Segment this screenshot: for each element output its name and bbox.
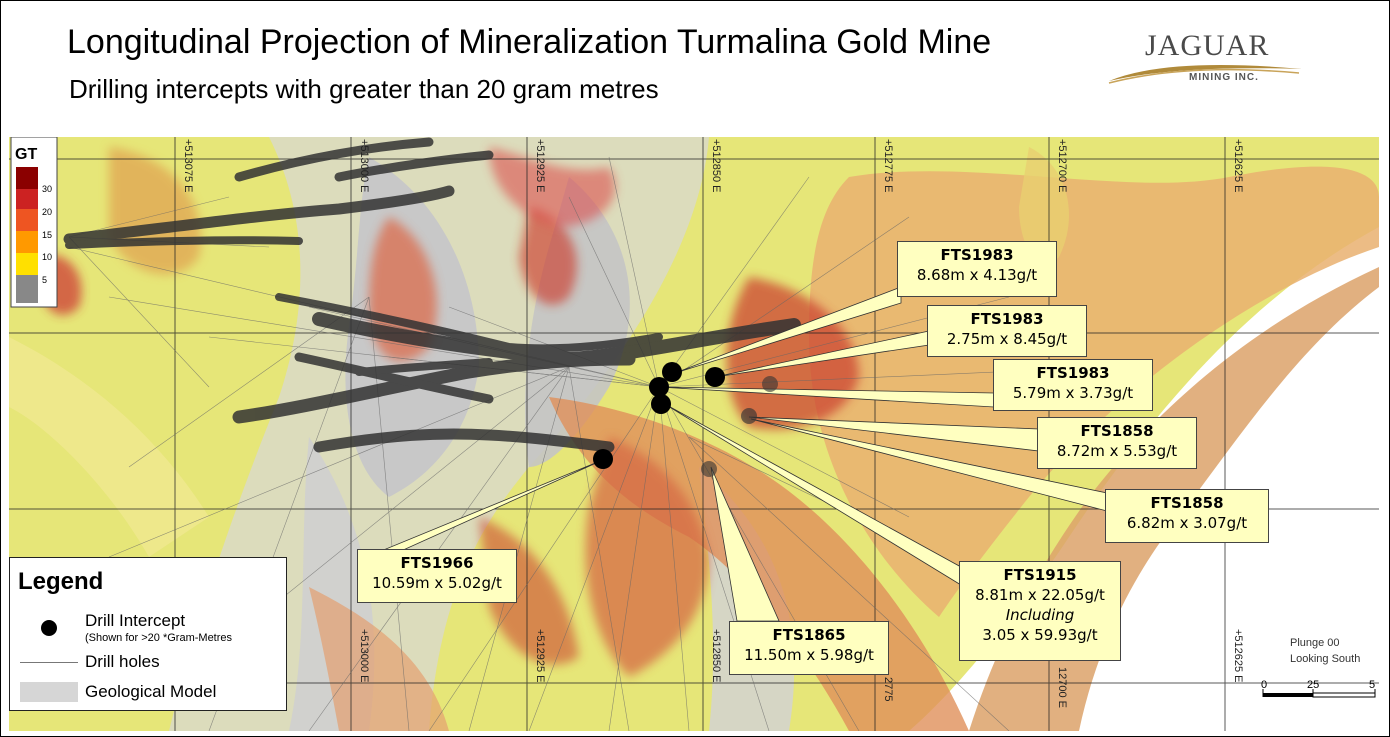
intercept-dot[interactable] [662, 362, 682, 382]
scale-bar-graphic [1262, 689, 1376, 698]
intercept-dot[interactable] [701, 461, 717, 477]
intercept-dot[interactable] [649, 377, 669, 397]
legend-title: Legend [18, 568, 104, 595]
intercept-dot[interactable] [741, 408, 757, 424]
intercept-dot[interactable] [593, 449, 613, 469]
view-direction: Plunge 00 Looking South [1290, 635, 1360, 667]
page-subtitle: Drilling intercepts with greater than 20… [69, 74, 659, 104]
scale-tick-0: 0 [1261, 679, 1268, 691]
gt-tick-20: 20 [42, 207, 52, 217]
callout-value: 8.81m x 22.05g/t [975, 586, 1105, 604]
easting-top-7: +512625 E [1232, 139, 1244, 193]
drill-intercepts [593, 362, 778, 477]
callout-including: Including [1005, 606, 1075, 624]
easting-bottom-5: 12700 E [1056, 667, 1068, 708]
easting-top-5: +512775 E [882, 139, 894, 193]
logo-sub-text: MINING INC. [1189, 72, 1259, 83]
callout-value: 11.50m x 5.98g/t [744, 646, 874, 664]
callout-fts1865[interactable]: FTS1865 11.50m x 5.98g/t [729, 621, 889, 675]
easting-top-4: +512850 E [710, 139, 722, 193]
callout-fts1983-c[interactable]: FTS1983 5.79m x 3.73g/t [993, 359, 1153, 411]
easting-bottom-1: +513000 E [358, 629, 370, 683]
callout-value: 5.79m x 3.73g/t [1012, 384, 1134, 402]
gt-tick-15: 15 [42, 230, 52, 240]
easting-top-3: +512925 E [534, 139, 546, 193]
gt-color-scale: GT 30 20 15 10 5 [10, 137, 58, 308]
plunge-label: Plunge 00 [1290, 637, 1340, 649]
drill-hole-line-icon [20, 662, 78, 663]
callout-hole: FTS1858 [1080, 422, 1154, 440]
gt-tick-5: 5 [42, 275, 47, 285]
easting-bottom-4: 2775 [882, 677, 894, 701]
callout-leaders [380, 286, 1108, 622]
easting-bottom-6: +512625 E [1232, 629, 1244, 683]
page-title: Longitudinal Projection of Mineralizatio… [67, 23, 992, 61]
scale-tick-25: 25 [1307, 679, 1320, 691]
legend-holes-label: Drill holes [85, 652, 160, 671]
intercept-dot[interactable] [651, 394, 671, 414]
callout-value: 8.68m x 4.13g/t [916, 266, 1038, 284]
scale-tick-5: 5 [1369, 679, 1376, 691]
callout-fts1983-a[interactable]: FTS1983 8.68m x 4.13g/t [897, 241, 1057, 297]
callout-value: 3.05 x 59.93g/t [982, 626, 1098, 644]
callout-value: 6.82m x 3.07g/t [1126, 514, 1248, 532]
gt-tick-30: 30 [42, 184, 52, 194]
logo-brand-text: JAGUAR [1145, 29, 1270, 62]
jaguar-logo: JAGUAR MINING INC. [1107, 29, 1302, 91]
callout-hole: FTS1865 [772, 626, 846, 644]
easting-top-1: +513075 E [182, 139, 194, 193]
drill-hole-traces [63, 137, 801, 453]
gt-tick-10: 10 [42, 252, 52, 262]
looking-label: Looking South [1290, 653, 1361, 665]
intercept-dot[interactable] [705, 367, 725, 387]
drill-intercept-icon [41, 620, 57, 636]
callout-hole: FTS1983 [940, 246, 1014, 264]
callout-hole: FTS1915 [1003, 566, 1077, 584]
callout-value: 8.72m x 5.53g/t [1056, 442, 1178, 460]
intercept-dot[interactable] [762, 376, 778, 392]
callout-fts1915[interactable]: FTS1915 8.81m x 22.05g/t Including 3.05 … [959, 561, 1121, 661]
callout-value: 2.75m x 8.45g/t [946, 330, 1068, 348]
easting-labels-top: +513075 E +513000 E +512925 E +512850 E … [182, 139, 1244, 193]
easting-top-6: +512700 E [1056, 139, 1068, 193]
legend-intercept-note: (Shown for >20 *Gram-Metres [85, 632, 233, 644]
callout-hole: FTS1966 [400, 554, 474, 572]
callout-fts1858-b[interactable]: FTS1858 6.82m x 3.07g/t [1105, 489, 1269, 543]
map-legend: Legend Drill Intercept (Shown for >20 *G… [9, 557, 287, 711]
callout-hole: FTS1858 [1150, 494, 1224, 512]
easting-labels-bottom: +513000 E +512925 E +512850 E 2775 12700… [358, 629, 1244, 708]
callout-value: 10.59m x 5.02g/t [372, 574, 502, 592]
callout-fts1858-a[interactable]: FTS1858 8.72m x 5.53g/t [1037, 417, 1197, 469]
legend-intercept-label: Drill Intercept [85, 611, 186, 630]
geological-model-swatch [20, 682, 78, 702]
callout-fts1983-b[interactable]: FTS1983 2.75m x 8.45g/t [927, 305, 1087, 357]
logo-swoosh-icon [1108, 65, 1302, 84]
easting-top-2: +513000 E [358, 139, 370, 193]
scale-bar: 0 25 5 [1259, 679, 1379, 710]
legend-model-label: Geological Model [85, 682, 217, 701]
callout-hole: FTS1983 [1036, 364, 1110, 382]
callout-hole: FTS1983 [970, 310, 1044, 328]
gt-scale-title: GT [15, 146, 37, 163]
callout-fts1966[interactable]: FTS1966 10.59m x 5.02g/t [357, 549, 517, 603]
easting-bottom-2: +512925 E [534, 629, 546, 683]
easting-bottom-3: +512850 E [710, 629, 722, 683]
